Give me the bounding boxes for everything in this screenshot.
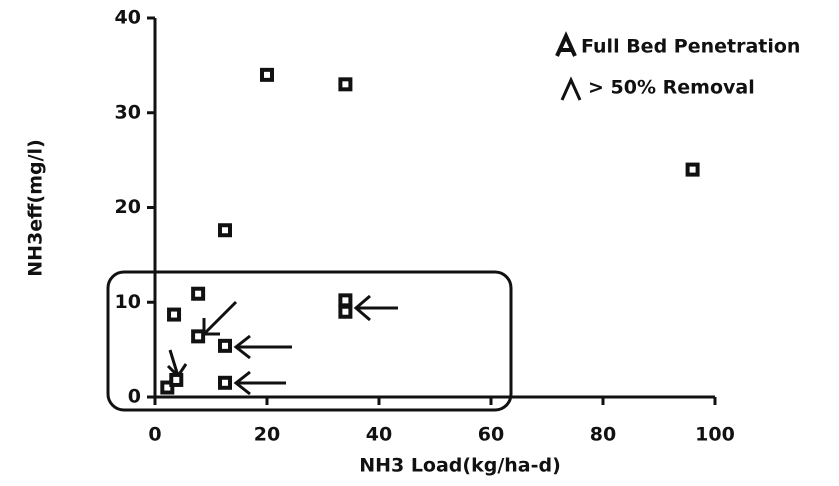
point-inner <box>173 376 180 383</box>
point <box>260 67 274 82</box>
y-tick-label: 30 <box>115 101 141 123</box>
point <box>218 223 232 238</box>
x-tick-label: 60 <box>478 424 504 446</box>
point <box>167 307 182 322</box>
legend-text: > 50% Removal <box>588 77 755 99</box>
point <box>191 329 206 344</box>
legend-symbol <box>560 76 582 101</box>
legend-text: Full Bed Penetration <box>581 36 800 58</box>
point <box>338 304 353 319</box>
point <box>169 372 184 387</box>
point-inner <box>689 166 696 173</box>
x-axis-label: NH3 Load(kg/ha-d) <box>359 455 561 477</box>
point-inner <box>195 333 202 340</box>
point <box>218 338 232 353</box>
y-tick-label: 20 <box>115 196 141 218</box>
x-tick-label: 0 <box>148 424 161 446</box>
point-inner <box>222 227 228 234</box>
point-inner <box>222 379 228 386</box>
point-inner <box>222 342 228 349</box>
point <box>191 286 206 301</box>
y-tick-label: 40 <box>115 7 141 29</box>
point-inner <box>171 311 178 318</box>
point-inner <box>342 308 349 315</box>
point-inner <box>164 384 171 391</box>
x-tick-label: 100 <box>695 424 735 446</box>
x-tick-label: 80 <box>590 424 616 446</box>
x-tick-label: 40 <box>366 424 392 446</box>
arrows <box>166 294 398 396</box>
point <box>338 77 353 92</box>
point-inner <box>264 71 270 78</box>
y-tick-label: 0 <box>128 386 141 408</box>
point <box>685 162 700 177</box>
y-axis-label: NH3eff(mg/l) <box>25 139 47 277</box>
x-tick-label: 20 <box>254 424 280 446</box>
point-inner <box>195 290 202 297</box>
point-inner <box>342 81 349 88</box>
point-inner <box>342 297 349 304</box>
point <box>218 375 232 390</box>
highlight-box <box>106 270 513 412</box>
legend-symbol <box>555 31 577 57</box>
point <box>338 293 353 308</box>
y-tick-label: 10 <box>115 291 141 313</box>
